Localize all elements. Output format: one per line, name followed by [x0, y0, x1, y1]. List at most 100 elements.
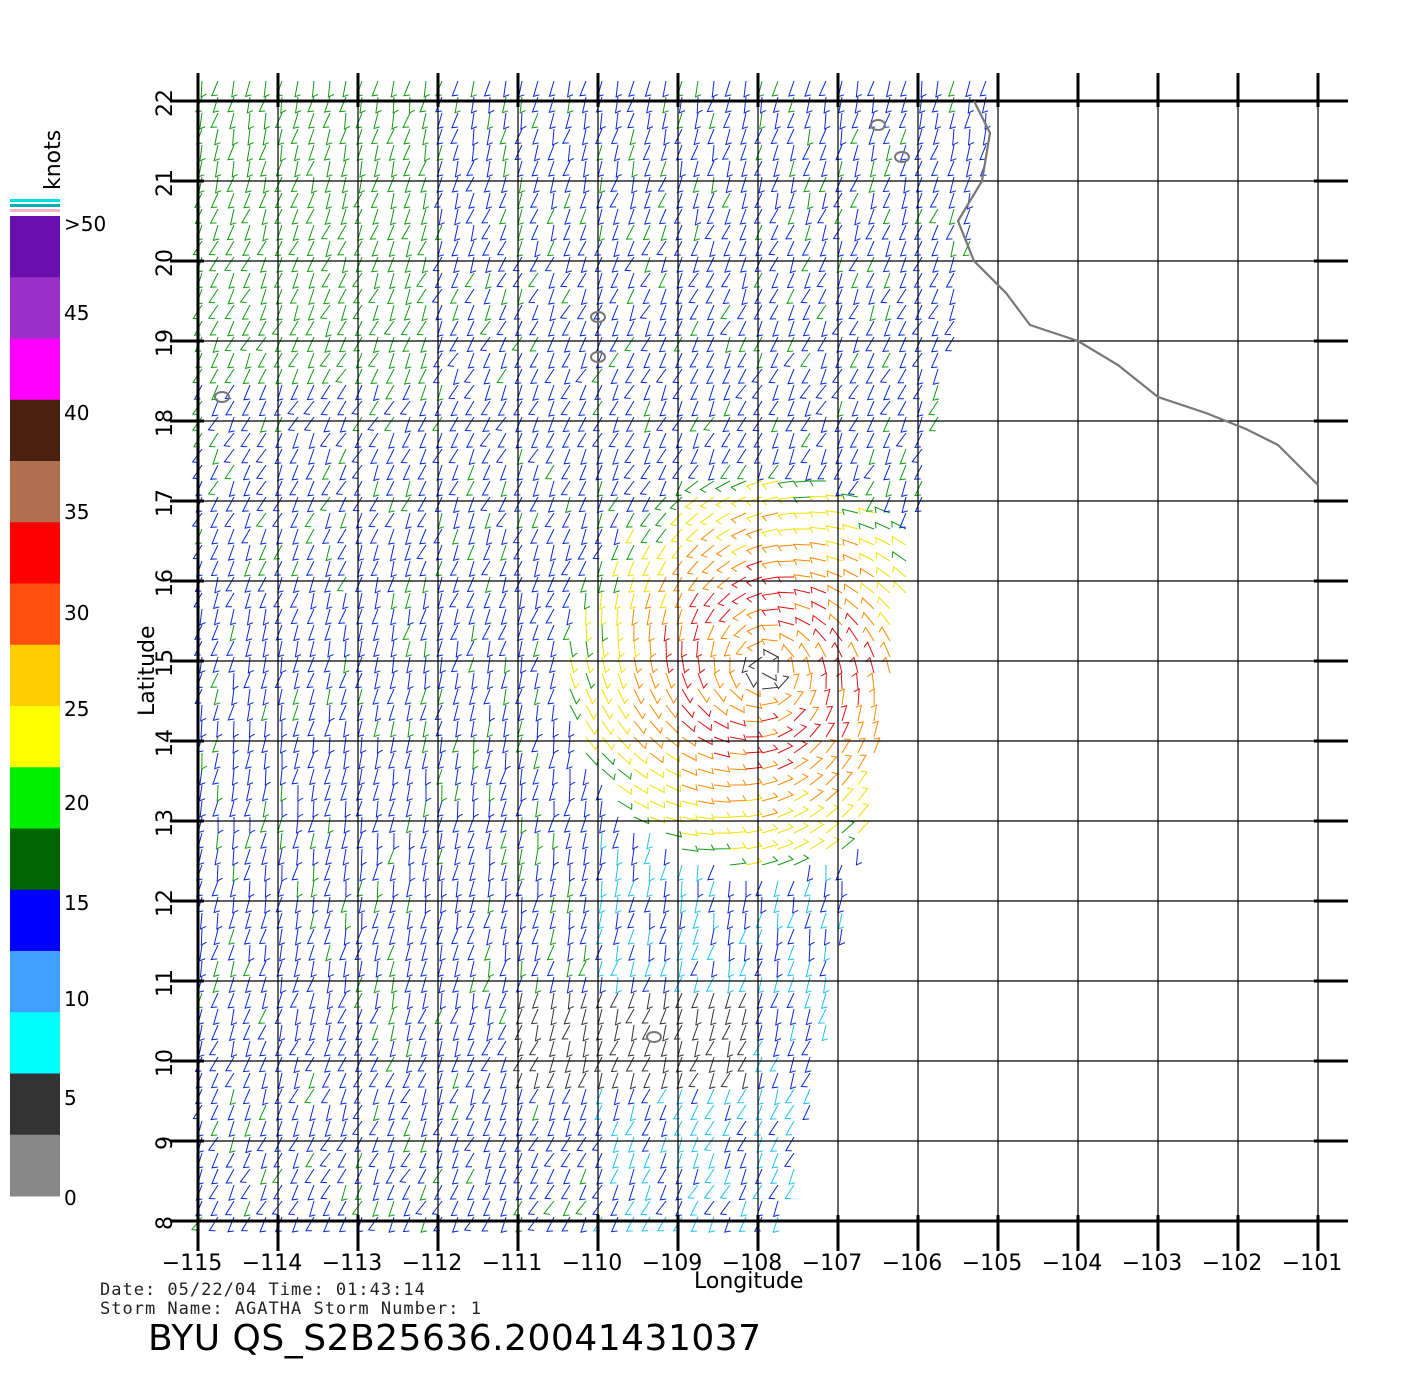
wind-barb	[293, 144, 301, 162]
wind-barb	[738, 1216, 747, 1233]
wind-barb	[772, 144, 780, 161]
wind-barb	[390, 1024, 397, 1042]
wind-barb	[659, 592, 667, 609]
wind-barb	[274, 1088, 283, 1105]
wind-barb	[287, 416, 299, 431]
wind-barb	[210, 112, 219, 128]
wind-barb	[949, 288, 956, 306]
wind-barb	[479, 336, 491, 352]
wind-barb	[841, 836, 856, 850]
wind-barb	[485, 192, 493, 210]
wind-barb	[211, 624, 219, 641]
wind-barb	[497, 432, 507, 448]
wind-barb	[307, 192, 315, 209]
wind-barb	[929, 144, 939, 160]
wind-barb	[408, 832, 415, 850]
wind-barb	[227, 944, 235, 961]
wind-barb	[624, 1120, 635, 1136]
wind-barb	[280, 736, 287, 754]
wind-barb	[549, 864, 557, 882]
wind-barb	[531, 736, 539, 753]
wind-barb	[450, 272, 459, 289]
wind-barb	[596, 480, 604, 497]
wind-barb	[838, 928, 846, 946]
wind-barb	[914, 480, 923, 497]
wind-barb	[857, 721, 865, 738]
wind-barb	[713, 766, 731, 773]
wind-barb	[685, 528, 699, 543]
wind-barb	[548, 1056, 556, 1074]
wind-barb	[627, 560, 635, 577]
wind-barb	[224, 1200, 235, 1216]
wind-barb	[244, 176, 252, 194]
wind-barb	[260, 832, 267, 849]
wind-barb	[552, 832, 559, 850]
wind-barb	[327, 80, 335, 98]
wind-barb	[694, 896, 701, 914]
wind-barb	[335, 480, 347, 495]
wind-barb	[665, 656, 674, 674]
wind-barb	[610, 960, 619, 976]
wind-barb	[823, 688, 831, 706]
wind-barb	[339, 1072, 347, 1089]
wind-barb	[793, 559, 811, 566]
wind-barb	[758, 1072, 765, 1090]
wind-barb	[581, 128, 589, 146]
wind-barb	[879, 368, 891, 383]
wind-barb	[294, 944, 302, 962]
wind-barb	[612, 1136, 620, 1153]
wind-barb	[949, 112, 956, 130]
wind-barb	[308, 288, 315, 305]
wind-barb	[756, 992, 764, 1009]
wind-barb	[697, 704, 712, 718]
wind-barb	[338, 672, 347, 689]
wind-barb	[578, 560, 587, 576]
wind-barb	[801, 1040, 811, 1056]
wind-barb	[784, 1088, 795, 1104]
wind-barb	[721, 144, 731, 160]
wind-barb	[387, 432, 395, 449]
wind-barb	[872, 720, 879, 738]
wind-barb	[311, 80, 319, 98]
wind-barb	[821, 1024, 829, 1042]
wind-barb	[784, 464, 795, 480]
wind-barb	[485, 832, 493, 850]
wind-barb	[761, 544, 779, 554]
wind-barb	[628, 1168, 636, 1186]
wind-barb	[882, 128, 891, 145]
wind-barb	[770, 176, 779, 193]
wind-barb	[843, 568, 859, 578]
wind-barb	[716, 560, 731, 574]
wind-barb	[336, 528, 347, 544]
wind-barb	[928, 416, 939, 432]
wind-barb	[865, 320, 875, 336]
wind-barb	[659, 912, 667, 929]
wind-barb	[312, 864, 319, 882]
wind-barb	[549, 896, 557, 914]
wind-barb	[646, 608, 653, 626]
wind-barb	[656, 240, 667, 256]
wind-barb	[768, 400, 779, 416]
wind-barb	[520, 960, 527, 978]
wind-barb	[692, 1168, 700, 1186]
wind-barb	[754, 960, 763, 977]
wind-barb	[737, 400, 747, 416]
wind-barb	[875, 551, 891, 562]
wind-barb	[255, 448, 267, 463]
wind-barb	[259, 528, 267, 545]
wind-barb	[292, 1120, 300, 1138]
wind-barb	[531, 928, 539, 945]
wind-barb	[649, 672, 660, 690]
wind-barb	[498, 304, 507, 321]
wind-barb	[210, 560, 219, 577]
wind-barb	[761, 744, 779, 754]
wind-barb	[753, 1120, 763, 1136]
wind-barb	[274, 560, 283, 576]
wind-barb	[567, 992, 575, 1010]
wind-barb	[859, 552, 875, 562]
wind-barb	[376, 848, 383, 866]
wind-barb	[981, 96, 989, 114]
wind-barb	[305, 320, 315, 336]
wind-barb	[533, 752, 540, 770]
wind-barb	[386, 1184, 395, 1201]
